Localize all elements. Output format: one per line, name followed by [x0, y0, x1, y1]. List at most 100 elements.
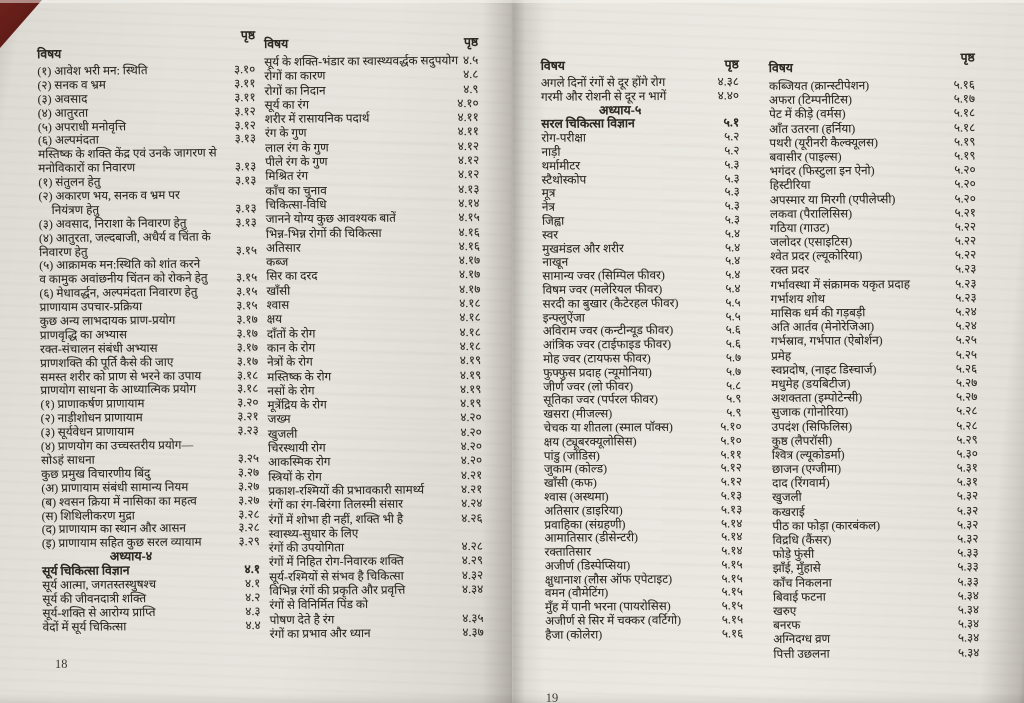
entry-title: चिकित्सा-विधि: [265, 197, 327, 212]
left-page-content: विषय पृष्ठ (१) आवेश भरी मन: स्थिति ३.१० (२…: [37, 28, 484, 671]
toc-entry-list: कब्जियत (क्रान्स्टीपेशन) ५.१६ अफरा (टिम्पन…: [769, 77, 980, 660]
entry-page-number: ४.२०: [460, 438, 482, 454]
entry-title: आँत उतरना (हर्निया): [769, 120, 856, 136]
entry-title: (इ) प्राणायाम सहित कुछ सरल व्यायाम: [41, 534, 202, 551]
entry-title: अशक्तता (इम्पोटेन्सी): [771, 390, 863, 406]
entry-title: सिर का दरद: [266, 268, 318, 284]
entry-title: श्वेत प्रदर (ल्यूकोरिया): [770, 248, 863, 264]
entry-page-number: ३.१७: [236, 312, 258, 327]
entry-title: सरल चिकित्सा विज्ञान: [541, 116, 635, 132]
entry-page-number: ४.१४: [458, 195, 480, 211]
entry-page-number: ५.१४: [721, 543, 743, 558]
entry-title: पीठ का फोड़ा (कारबंकल): [772, 517, 881, 533]
entry-title: चिरस्थायी रोग: [267, 440, 326, 455]
entry-page-number: ४.१८: [459, 324, 481, 339]
entry-page-number: ५.१३: [720, 488, 743, 503]
entry-page-number: ५.६: [725, 336, 741, 351]
entry-title: जिह्वा: [541, 213, 565, 228]
toc-entry: वेदों में सूर्य चिकित्सा ४.४: [43, 618, 261, 635]
entry-title: पेट में कीड़े (वर्मस): [769, 106, 846, 122]
entry-page-number: ५.१०: [720, 432, 742, 448]
entry-page-number: ५.२७: [955, 375, 978, 390]
entry-title: बवासीर (पाइल्स): [769, 149, 842, 164]
entry-page-number: ४.१२: [457, 138, 480, 153]
entry-page-number: ५.३२: [956, 488, 979, 503]
column-header: विषय पृष्ठ: [37, 28, 255, 62]
entry-page-number: ५.२५: [955, 332, 977, 347]
entry-title: आकस्मिक रोग: [267, 454, 331, 470]
entry-title: खुजली: [267, 426, 298, 441]
column-header: विषय पृष्ठ: [769, 50, 975, 76]
entry-title: गर्भस्राव, गर्भपात (ऐबोर्शन): [770, 333, 883, 349]
subject-header: विषय: [37, 46, 62, 62]
entry-page-number: ५.१५: [721, 557, 743, 572]
entry-page-number: ५.१०: [720, 419, 742, 434]
entry-page-number: ४.१८: [459, 310, 481, 325]
entry-title: विद्रधि (कैंसर): [772, 532, 832, 547]
entry-page-number: ५.३४: [957, 644, 980, 660]
entry-page-number: ४.३: [245, 603, 261, 618]
entry-page-number: ५.३१: [956, 460, 978, 475]
entry-title: मासिक धर्म की गड़बड़ी: [770, 305, 866, 320]
entry-title: रंगों से विनिर्मित पिंड को: [269, 597, 369, 613]
entry-page-number: ५.३०: [956, 446, 978, 461]
entry-title: अजीर्ण से सिर में चक्कर (वर्टिगो): [545, 612, 682, 628]
toc-entry: गर्भावस्था में संक्रामक यकृत प्रदाह ५.२३: [770, 276, 976, 292]
entry-title: (ब) श्वसन क्रिया में नासिका का महत्व: [41, 493, 197, 509]
entry-page-number: ४.२९: [461, 553, 484, 568]
entry-page-number: ५.३१: [956, 474, 979, 489]
entry-page-number: ५.७: [725, 363, 742, 379]
entry-title: अतिसार (डाइरिया): [544, 502, 623, 518]
entry-page-number: ४.१६: [458, 224, 480, 239]
entry-page-number: ५.३२: [956, 517, 979, 532]
entry-title: छाजन (एग्जीमा): [771, 461, 842, 477]
entry-title: भगंदर (फिस्टुला इन ऐनो): [769, 163, 875, 179]
toc-entry: रंगों का प्रभाव और ध्यान ४.३७: [270, 625, 484, 641]
entry-page-number: ५.४: [725, 267, 741, 282]
entry-title: स्टैथोस्कोप: [541, 172, 587, 187]
entry-title: बनरफ: [773, 617, 801, 633]
entry-title: जख्म: [267, 412, 291, 427]
entry-page-number: ५.३४: [957, 588, 979, 603]
entry-page-number: ५.७: [725, 350, 742, 365]
entry-title: पोषण देते है रंग: [269, 611, 335, 627]
toc-entry: (इ) प्राणायाम सहित कुछ सरल व्यायाम ३.२९: [41, 534, 260, 551]
entry-page-number: ५.१६: [953, 77, 975, 92]
entry-title: रंगों का रंग-बिरंगा तिलस्मी संसार: [268, 496, 403, 513]
entry-title: क्षय (ट्यूबरक्यूलोसिस): [543, 433, 637, 449]
entry-title: उपदंश (सिफिलिस): [771, 418, 853, 434]
right-page-column-1: विषय पृष्ठ अगले दिनों रंगों से दूर होंगे…: [541, 56, 744, 642]
entry-page-number: ४.१७: [458, 267, 481, 282]
entry-title: कुष्ठ (लैपरॉसी): [771, 433, 833, 448]
entry-page-number: ५.२५: [955, 346, 978, 362]
entry-title: स्त्रियों के रोग: [268, 468, 322, 484]
entry-title: श्वास (अस्थमा): [544, 489, 609, 504]
entry-title: (२) अकारण भय, सनक व भ्रम पर: [38, 187, 180, 204]
page-header: पृष्ठ: [724, 57, 739, 72]
entry-title: क्षय: [266, 312, 283, 327]
entry-page-number: ५.३३: [957, 573, 979, 589]
toc-entry: जलोदर (एसाइटिस) ५.२२: [770, 233, 976, 249]
right-page-column-2: विषय पृष्ठ कब्जियत (क्रान्स्टीपेशन) ५.१६ अ…: [769, 50, 980, 660]
entry-page-number: ४.२०: [460, 453, 483, 468]
entry-page-number: ४.१९: [460, 395, 482, 411]
entry-title: गर्भावस्था में संक्रामक यकृत प्रदाह: [770, 276, 911, 292]
toc-entry: अति आर्तव (मेनोरेजिआ) ५.२४: [771, 319, 977, 335]
entry-page-number: ५.१५: [721, 612, 744, 627]
entry-page-number: ३.१३: [234, 131, 257, 146]
entry-title: रोगों का निदान: [264, 82, 326, 98]
entry-title: जलोदर (एसाइटिस): [770, 234, 853, 250]
entry-title: अतिसार: [265, 240, 301, 255]
entry-page-number: ३.११: [233, 75, 256, 91]
entry-page-number: ४.१२: [457, 167, 480, 182]
left-page-column-1: विषय पृष्ठ (१) आवेश भरी मन: स्थिति ३.१० (२…: [37, 28, 261, 635]
toc-entry-list: (१) आवेश भरी मन: स्थिति ३.१० (२) सनक व भ्र…: [37, 62, 261, 635]
page-header: पृष्ठ: [960, 50, 975, 65]
toc-entry: रक्त प्रदर ५.२३: [770, 262, 976, 278]
entry-page-number: ५.३२: [957, 531, 979, 546]
page-number-left: 18: [54, 656, 68, 671]
subject-header: विषय: [263, 36, 289, 51]
entry-title: कान के रोग: [266, 340, 316, 355]
entry-title: स्वास्थ्य-सुधार के लिए: [268, 525, 359, 541]
